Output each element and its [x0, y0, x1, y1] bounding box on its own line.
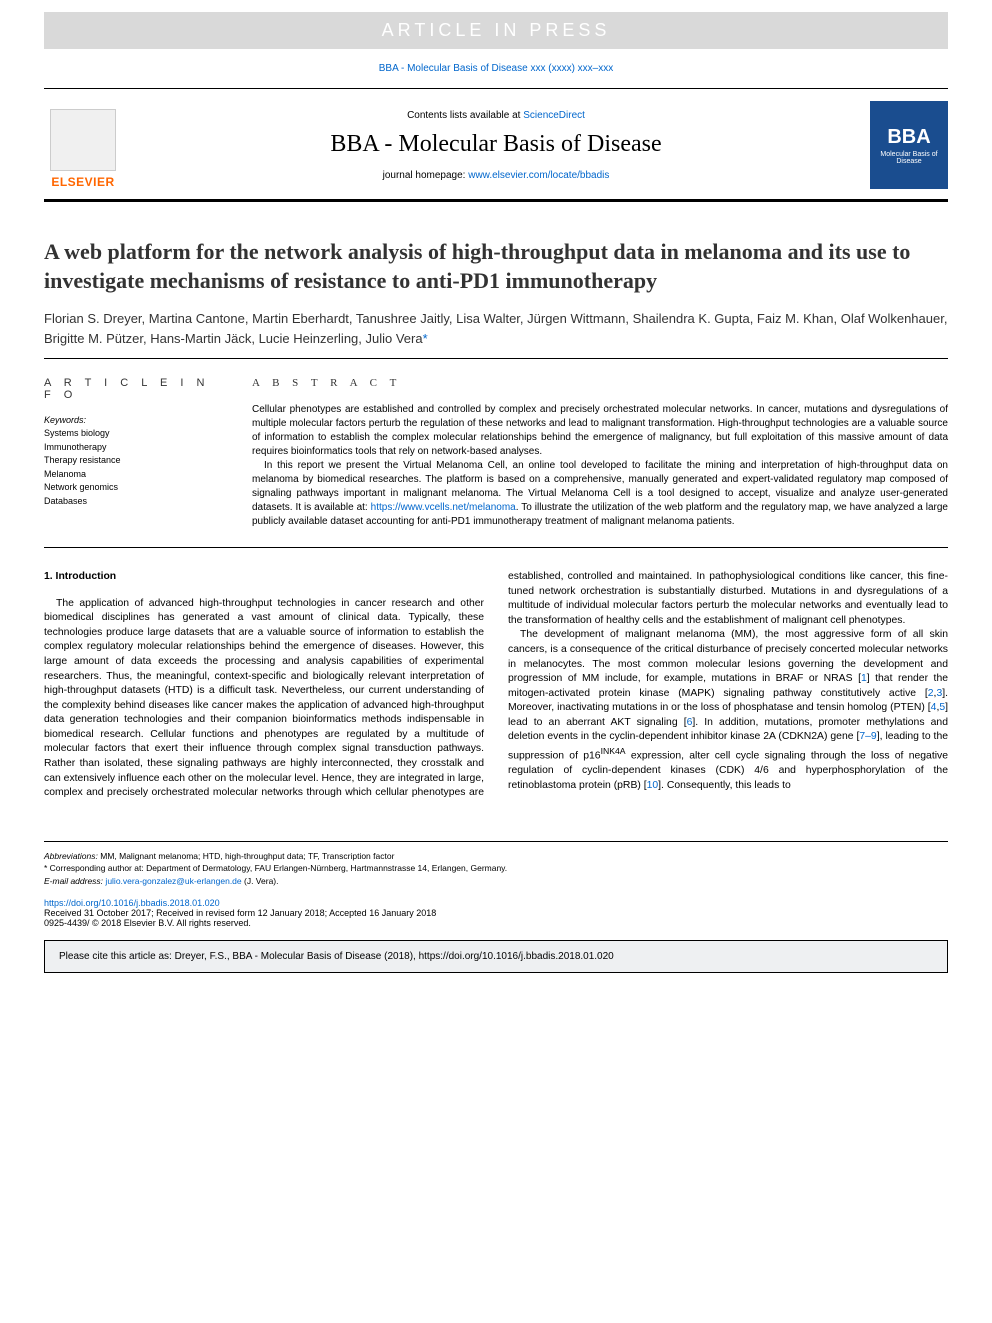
- header-center: Contents lists available at ScienceDirec…: [138, 110, 854, 181]
- contents-line: Contents lists available at ScienceDirec…: [138, 110, 854, 121]
- corresponding-marker: *: [423, 331, 428, 346]
- divider-bottom: [44, 547, 948, 548]
- ref-7-9[interactable]: 7–9: [859, 731, 876, 742]
- author-names: Florian S. Dreyer, Martina Cantone, Mart…: [44, 311, 947, 346]
- email-line: E-mail address: julio.vera-gonzalez@uk-e…: [44, 875, 948, 888]
- article-info: A R T I C L E I N F O Keywords: Systems …: [44, 377, 224, 529]
- corr-label: * Corresponding author at:: [44, 863, 144, 873]
- email-suffix: (J. Vera).: [242, 876, 279, 886]
- article-in-press-banner: ARTICLE IN PRESS: [44, 12, 948, 49]
- corresponding-author: * Corresponding author at: Department of…: [44, 862, 948, 875]
- abstract-para-1: Cellular phenotypes are established and …: [252, 403, 948, 459]
- article-title: A web platform for the network analysis …: [44, 238, 948, 295]
- journal-reference: BBA - Molecular Basis of Disease xxx (xx…: [0, 63, 992, 74]
- keywords-label: Keywords:: [44, 415, 224, 425]
- bba-logo-title: BBA: [887, 126, 930, 149]
- elsevier-tree-icon: [50, 109, 116, 171]
- email-link[interactable]: julio.vera-gonzalez@uk-erlangen.de: [103, 876, 242, 886]
- abbrev-text: MM, Malignant melanoma; HTD, high-throug…: [98, 851, 395, 861]
- abstract: A B S T R A C T Cellular phenotypes are …: [252, 377, 948, 529]
- elsevier-logo: ELSEVIER: [44, 101, 122, 189]
- keyword: Network genomics: [44, 481, 224, 495]
- footnotes: Abbreviations: MM, Malignant melanoma; H…: [44, 841, 948, 888]
- doi-link[interactable]: https://doi.org/10.1016/j.bbadis.2018.01…: [44, 898, 220, 908]
- ref-2[interactable]: 2: [928, 688, 934, 699]
- abstract-label: A B S T R A C T: [252, 377, 948, 389]
- article-info-label: A R T I C L E I N F O: [44, 377, 224, 401]
- ref-10[interactable]: 10: [647, 780, 659, 791]
- vcells-link[interactable]: https://www.vcells.net/melanoma: [371, 502, 516, 513]
- keyword: Databases: [44, 495, 224, 509]
- keyword: Systems biology: [44, 427, 224, 441]
- bba-logo-subtitle: Molecular Basis of Disease: [870, 151, 948, 165]
- ref-4[interactable]: 4: [931, 702, 937, 713]
- corr-text: Department of Dermatology, FAU Erlangen-…: [144, 863, 507, 873]
- body-section: 1. Introduction The application of advan…: [44, 570, 948, 800]
- homepage-prefix: journal homepage:: [383, 170, 469, 181]
- body-para-2: The development of malignant melanoma (M…: [508, 628, 948, 793]
- t: ]. Consequently, this leads to: [658, 780, 791, 791]
- abstract-para-2: In this report we present the Virtual Me…: [252, 459, 948, 529]
- section-heading: 1. Introduction: [44, 570, 484, 585]
- sciencedirect-link[interactable]: ScienceDirect: [523, 110, 585, 121]
- bba-cover-logo: BBA Molecular Basis of Disease: [870, 101, 948, 189]
- homepage-link[interactable]: www.elsevier.com/locate/bbadis: [468, 170, 609, 181]
- abstract-text: Cellular phenotypes are established and …: [252, 403, 948, 529]
- issn-copyright: 0925-4439/ © 2018 Elsevier B.V. All righ…: [44, 918, 948, 928]
- author-list: Florian S. Dreyer, Martina Cantone, Mart…: [44, 309, 948, 348]
- abbreviations: Abbreviations: MM, Malignant melanoma; H…: [44, 850, 948, 863]
- info-abstract-row: A R T I C L E I N F O Keywords: Systems …: [44, 367, 948, 539]
- journal-header: ELSEVIER Contents lists available at Sci…: [44, 88, 948, 202]
- keyword: Therapy resistance: [44, 454, 224, 468]
- doi-line: https://doi.org/10.1016/j.bbadis.2018.01…: [44, 898, 948, 908]
- journal-name: BBA - Molecular Basis of Disease: [138, 131, 854, 158]
- keyword: Immunotherapy: [44, 441, 224, 455]
- superscript-ink4a: INK4A: [601, 746, 626, 756]
- citation-box: Please cite this article as: Dreyer, F.S…: [44, 940, 948, 973]
- article-history: Received 31 October 2017; Received in re…: [44, 908, 948, 918]
- abbrev-label: Abbreviations:: [44, 851, 98, 861]
- keyword: Melanoma: [44, 468, 224, 482]
- divider-top: [44, 358, 948, 359]
- homepage-line: journal homepage: www.elsevier.com/locat…: [138, 170, 854, 181]
- contents-prefix: Contents lists available at: [407, 110, 523, 121]
- email-label: E-mail address:: [44, 876, 103, 886]
- elsevier-text: ELSEVIER: [51, 175, 114, 189]
